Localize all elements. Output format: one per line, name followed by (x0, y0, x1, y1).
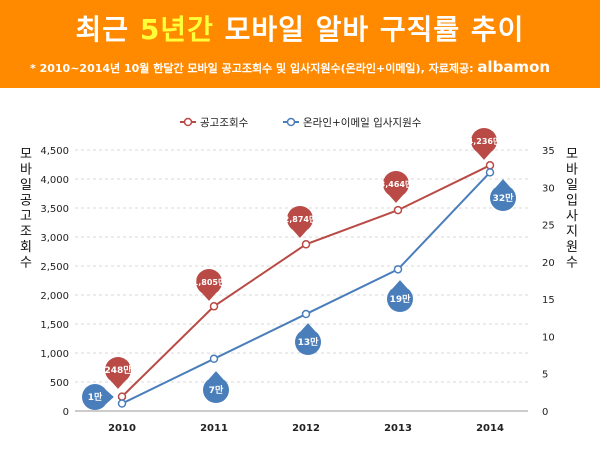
data-label-views-tail (201, 292, 217, 301)
y-left-tick-label: 4,500 (40, 146, 69, 157)
data-label-views-label: 2,874만 (284, 214, 317, 224)
series-line-views (121, 164, 491, 398)
y-left-tick-label: 2,500 (40, 262, 69, 273)
data-label-applications-label: 13만 (298, 336, 320, 348)
y-right-axis-title: 지 (566, 225, 578, 240)
data-label-applications-tail (392, 280, 408, 289)
x-tick-label: 2012 (292, 423, 320, 434)
x-tick-label: 2011 (200, 423, 228, 434)
y-left-tick-label: 4,000 (40, 175, 69, 186)
y-right-tick-label: 30 (542, 183, 555, 194)
data-point-views (301, 240, 311, 249)
y-left-axis-title: 고 (20, 209, 32, 224)
brand-logo-text: albamon (477, 58, 551, 76)
data-label-applications-bubble (387, 286, 413, 312)
x-tick-label: 2010 (108, 423, 136, 434)
data-label-applications-bubble (203, 377, 229, 403)
data-point-applications (393, 265, 403, 274)
legend-label: 공고조회수 (200, 117, 249, 129)
chart-subtitle: * 2010~2014년 10월 한달간 모바일 공고조회수 및 입사지원수(온… (30, 58, 550, 76)
y-left-tick-label: 3,000 (40, 233, 69, 244)
y-right-tick-label: 5 (542, 370, 548, 381)
data-point-applications (209, 354, 219, 364)
data-label-views-tail (292, 229, 308, 238)
legend-label: 온라인+이메일 입사지원수 (303, 116, 422, 129)
data-label-applications-bubble (82, 384, 108, 410)
data-label-views-bubble (383, 171, 409, 197)
data-label-applications-bubble (295, 329, 321, 355)
x-tick-label: 2014 (476, 423, 504, 434)
data-label-views-bubble (105, 357, 131, 383)
data-label-applications-tail (495, 179, 511, 188)
y-left-axis-title: 모 (20, 147, 32, 162)
title-suffix: 모바일 알바 구직률 추이 (213, 13, 525, 46)
y-left-tick-label: 500 (50, 378, 69, 389)
data-label-views-tail (110, 380, 126, 389)
y-left-axis-title: 공 (20, 194, 32, 209)
y-left-axis-title: 일 (20, 178, 32, 193)
y-right-axis-title: 입 (566, 194, 578, 209)
y-right-tick-label: 0 (542, 407, 548, 418)
data-label-applications-tail (300, 323, 316, 332)
legend-swatch-marker-red (183, 117, 193, 127)
y-left-axis-title: 수 (20, 256, 32, 271)
y-right-axis-title: 바 (566, 163, 578, 178)
data-point-views (117, 392, 127, 401)
data-point-applications (485, 168, 495, 177)
y-right-axis-title: 모 (566, 147, 578, 162)
y-left-axis-title: 바 (20, 163, 32, 178)
y-right-axis-title: 원 (566, 240, 578, 255)
y-right-axis-title: 사 (566, 209, 578, 224)
header-banner: 최근 5년간 모바일 알바 구직률 추이 * 2010~2014년 10월 한달… (0, 0, 600, 88)
y-left-tick-label: 1,000 (40, 349, 69, 360)
subtitle-text: * 2010~2014년 10월 한달간 모바일 공고조회수 및 입사지원수(온… (30, 62, 478, 75)
data-label-applications-label: 7만 (209, 384, 224, 396)
y-right-tick-label: 35 (542, 146, 555, 157)
data-label-views-bubble (471, 128, 497, 154)
data-label-views-label: 4,236만 (468, 136, 501, 146)
title-highlight: 5년간 (139, 13, 214, 46)
y-left-tick-label: 2,000 (40, 291, 69, 302)
data-label-views-label: 248만 (104, 364, 132, 376)
data-label-applications-label: 19만 (390, 293, 412, 305)
data-label-applications-tail (105, 389, 114, 405)
data-label-views-bubble (287, 206, 313, 232)
y-right-axis-title: 수 (566, 256, 578, 271)
data-label-applications-bubble (490, 185, 516, 211)
data-label-applications-tail (208, 371, 224, 380)
data-label-views-label: 1,805만 (193, 277, 226, 287)
y-left-tick-label: 0 (63, 407, 69, 418)
data-label-applications-label: 32만 (493, 192, 515, 204)
data-point-views (393, 205, 403, 215)
y-right-axis-title: 일 (566, 178, 578, 193)
data-label-views-tail (476, 151, 492, 160)
y-right-tick-label: 20 (542, 258, 555, 269)
series-line-applications (121, 171, 491, 405)
data-point-views (209, 302, 219, 311)
y-right-tick-label: 10 (542, 332, 555, 343)
data-label-views-label: 3,464만 (380, 179, 413, 189)
y-left-axis-title: 조 (20, 225, 32, 240)
legend-swatch-marker-blue (286, 117, 296, 127)
data-label-views-bubble (196, 269, 222, 295)
y-right-tick-label: 15 (542, 295, 555, 306)
data-label-applications-label: 1만 (88, 391, 103, 403)
chart-title: 최근 5년간 모바일 알바 구직률 추이 (0, 8, 600, 48)
title-prefix: 최근 (75, 13, 140, 46)
data-point-applications (301, 309, 311, 319)
y-left-tick-label: 1,500 (40, 320, 69, 331)
data-point-views (485, 161, 495, 170)
y-right-tick-label: 25 (542, 221, 555, 232)
x-tick-label: 2013 (384, 423, 412, 434)
y-left-tick-label: 3,500 (40, 204, 69, 215)
data-point-applications (117, 399, 127, 408)
line-chart: 0 500 1,000 1,500 2,000 2,500 3,000 3,500 4,000 4… (20, 116, 578, 434)
data-label-views-tail (388, 194, 404, 203)
y-left-axis-title: 회 (20, 240, 32, 255)
